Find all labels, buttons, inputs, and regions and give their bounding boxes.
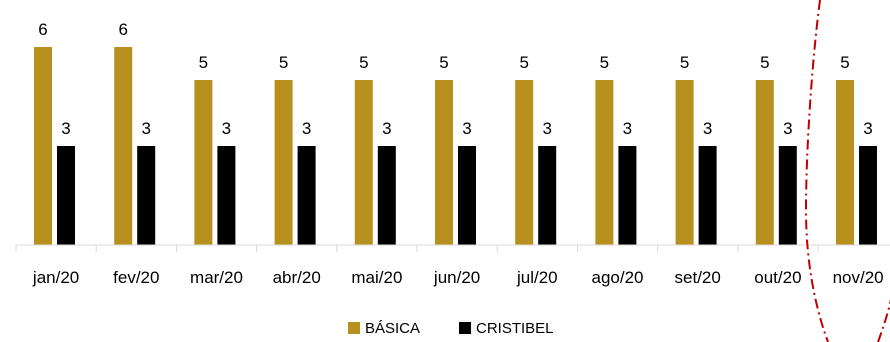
value-label-cristibel-ago-20: 3: [623, 119, 632, 138]
bar-basica-set-20: [675, 80, 694, 245]
bar-basica-out-20: [755, 80, 774, 245]
x-tick-label-jan-20: jan/20: [32, 268, 79, 287]
bar-cristibel-abr-20: [297, 146, 316, 245]
value-label-cristibel-out-20: 3: [783, 119, 792, 138]
value-label-basica-fev-20: 6: [118, 20, 127, 39]
x-tick-labels-layer: jan/20 fev/20 mar/20 abr/20 mai/20 jun/20 jul/…: [32, 268, 884, 287]
bar-basica-fev-20: [114, 47, 133, 245]
legend: BÁSICA CRISTIBEL: [348, 320, 554, 337]
value-labels-layer: 6 3 6 3 5 3 5 3 5 3 5 3 5 3 5 3 5 3 5 3 5 3: [38, 20, 872, 138]
value-label-cristibel-jul-20: 3: [542, 119, 551, 138]
legend-label-basica: BÁSICA: [365, 320, 420, 337]
x-tick-label-fev-20: fev/20: [113, 268, 159, 287]
x-tick-label-jun-20: jun/20: [433, 268, 480, 287]
bar-basica-mai-20: [354, 80, 373, 245]
bar-cristibel-jun-20: [458, 146, 476, 245]
x-tick-label-abr-20: abr/20: [273, 268, 321, 287]
value-label-basica-jul-20: 5: [519, 53, 528, 72]
value-label-cristibel-abr-20: 3: [302, 119, 311, 138]
x-tick-label-out-20: out/20: [754, 268, 801, 287]
value-label-cristibel-set-20: 3: [703, 119, 712, 138]
value-label-cristibel-mar-20: 3: [222, 119, 231, 138]
legend-swatch-basica: [348, 322, 360, 334]
value-label-cristibel-jun-20: 3: [462, 119, 471, 138]
value-label-basica-nov-20: 5: [840, 53, 849, 72]
legend-label-cristibel: CRISTIBEL: [476, 320, 554, 337]
bar-cristibel-out-20: [778, 146, 797, 245]
value-label-basica-jan-20: 6: [38, 20, 47, 39]
value-label-basica-abr-20: 5: [279, 53, 288, 72]
value-label-basica-out-20: 5: [760, 53, 769, 72]
value-label-basica-set-20: 5: [680, 53, 689, 72]
value-label-basica-jun-20: 5: [439, 53, 448, 72]
bar-cristibel-mai-20: [377, 146, 396, 245]
bars-layer: [34, 47, 877, 245]
bar-basica-mar-20: [194, 80, 213, 245]
x-tick-label-set-20: set/20: [675, 268, 721, 287]
value-label-cristibel-mai-20: 3: [382, 119, 391, 138]
bar-cristibel-set-20: [698, 146, 717, 245]
x-tick-label-nov-20: nov/20: [833, 268, 884, 287]
value-label-basica-ago-20: 5: [600, 53, 609, 72]
bar-basica-jan-20: [34, 47, 52, 245]
value-label-cristibel-fev-20: 3: [141, 119, 150, 138]
bar-basica-jul-20: [515, 80, 534, 245]
bar-cristibel-jan-20: [57, 146, 75, 245]
value-label-cristibel-nov-20: 3: [863, 119, 872, 138]
value-label-cristibel-jan-20: 3: [61, 119, 70, 138]
value-label-basica-mar-20: 5: [199, 53, 208, 72]
x-tick-label-ago-20: ago/20: [592, 268, 644, 287]
bar-basica-jun-20: [435, 80, 453, 245]
bar-cristibel-ago-20: [618, 146, 637, 245]
x-ticks-layer: [15, 245, 819, 252]
bar-basica-abr-20: [274, 80, 293, 245]
bar-cristibel-jul-20: [538, 146, 557, 245]
value-label-basica-mai-20: 5: [359, 53, 368, 72]
bar-basica-ago-20: [595, 80, 614, 245]
x-tick-label-jul-20: jul/20: [516, 268, 558, 287]
x-tick-label-mar-20: mar/20: [190, 268, 243, 287]
bar-cristibel-fev-20: [137, 146, 156, 245]
bar-basica-nov-20: [836, 80, 854, 245]
legend-swatch-cristibel: [459, 322, 471, 334]
highlight-ellipse-annotation: [804, 0, 890, 342]
bar-cristibel-mar-20: [217, 146, 236, 245]
x-tick-label-mai-20: mai/20: [351, 268, 402, 287]
bar-cristibel-nov-20: [859, 146, 877, 245]
